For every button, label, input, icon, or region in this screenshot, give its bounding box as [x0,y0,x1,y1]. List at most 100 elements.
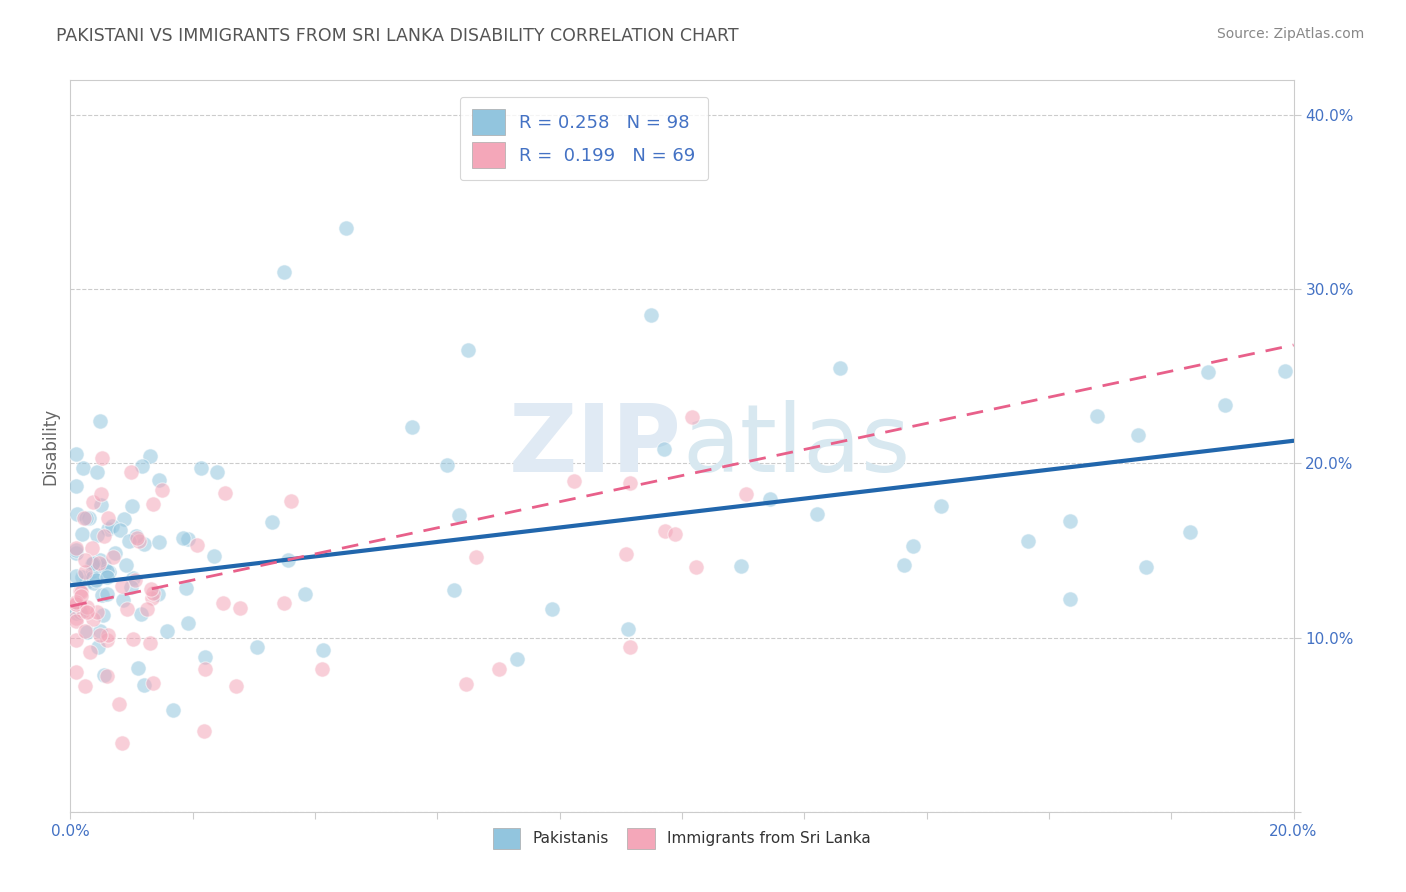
Point [194,649,217,664]
Point [311,662,333,676]
Point [273,265,295,279]
Point [82,570,104,584]
Point [65,633,87,648]
Point [436,458,458,472]
Point [312,642,335,657]
Text: ZIP: ZIP [509,400,682,492]
Point [82,495,104,509]
Point [454,676,477,690]
Point [1059,592,1081,607]
Point [69,589,91,603]
Point [929,499,952,513]
Point [1197,365,1219,379]
Point [121,465,143,479]
Point [162,703,184,717]
Point [76,600,98,615]
Point [65,595,87,609]
Point [616,622,638,636]
Point [142,676,165,690]
Point [96,633,118,648]
Point [176,532,198,546]
Point [87,556,110,570]
Point [66,508,89,522]
Point [139,449,162,463]
Point [86,573,108,587]
Point [97,628,120,642]
Point [108,523,131,537]
Point [69,605,91,619]
Point [246,640,269,654]
Point [139,636,162,650]
Point [1085,409,1108,423]
Point [87,560,110,574]
Point [65,542,87,557]
Point [65,607,87,621]
Point [148,473,170,487]
Point [619,640,641,655]
Point [335,221,357,235]
Point [76,624,98,639]
Point [174,581,197,595]
Point [98,565,121,579]
Point [117,533,139,548]
Point [75,574,97,589]
Point [82,564,104,578]
Point [96,668,118,682]
Point [806,507,828,521]
Point [685,560,707,574]
Point [101,518,124,533]
Point [121,500,143,514]
Point [91,608,114,623]
Point [101,549,124,564]
Point [205,465,228,479]
Point [121,632,143,646]
Point [97,522,120,536]
Point [70,585,93,599]
Point [73,510,96,524]
Point [186,538,208,552]
Point [120,580,142,594]
Point [273,596,295,610]
Point [148,535,170,549]
Point [96,564,118,578]
Point [65,569,87,583]
Point [828,361,851,376]
Point [65,479,87,493]
Point [148,587,170,601]
Point [97,510,120,524]
Point [65,597,87,611]
Point [90,498,112,512]
Point [89,414,111,428]
Point [89,624,111,639]
Point [759,492,782,507]
Point [107,697,129,711]
Point [735,487,758,501]
Point [75,679,97,693]
Point [115,602,138,616]
Point [1274,364,1296,378]
Point [654,524,676,538]
Point [125,531,148,545]
Point [156,624,179,638]
Point [225,679,247,693]
Point [65,665,87,679]
Point [1017,533,1039,548]
Point [280,494,302,508]
Point [190,461,212,475]
Point [132,678,155,692]
Point [465,550,488,565]
Point [540,601,562,615]
Point [73,624,96,638]
Point [447,508,470,522]
Point [654,442,676,457]
Point [111,593,134,607]
Text: atlas: atlas [682,400,910,492]
Point [73,565,96,579]
Point [457,343,479,358]
Text: PAKISTANI VS IMMIGRANTS FROM SRI LANKA DISABILITY CORRELATION CHART: PAKISTANI VS IMMIGRANTS FROM SRI LANKA D… [56,27,740,45]
Point [1213,398,1236,412]
Point [131,458,153,473]
Point [111,579,134,593]
Point [79,645,101,659]
Point [260,515,283,529]
